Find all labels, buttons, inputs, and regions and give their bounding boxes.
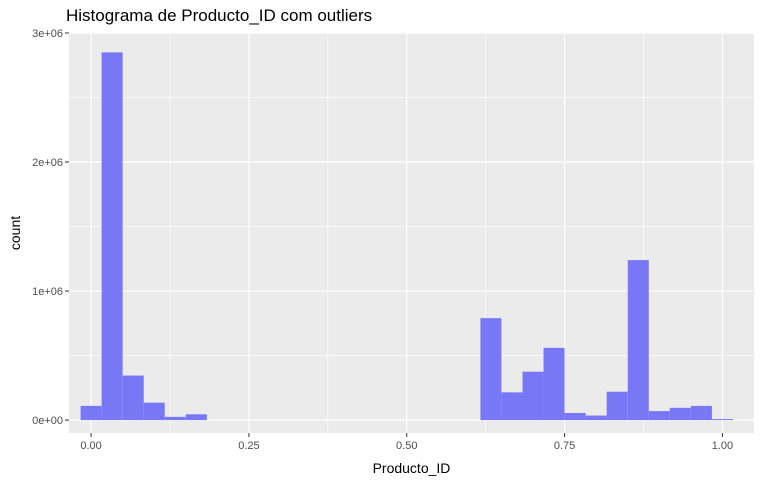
histogram-bar — [522, 371, 544, 421]
y-tick-label: 1e+06 — [32, 286, 63, 298]
histogram-bar — [164, 416, 186, 421]
chart-title: Histograma de Producto_ID com outliers — [66, 6, 373, 25]
x-tick-label: 1.00 — [712, 440, 733, 452]
histogram-bar — [185, 414, 207, 421]
x-tick-label: 0.25 — [238, 440, 259, 452]
y-axis: 0e+00 1e+06 2e+06 3e+06 — [32, 28, 69, 427]
x-axis: 0.00 0.25 0.50 0.75 1.00 — [80, 433, 733, 452]
histogram-bar — [690, 405, 712, 421]
histogram-bars — [80, 52, 733, 421]
histogram-bar — [543, 347, 565, 421]
histogram-bar — [585, 415, 607, 421]
x-tick-label: 0.50 — [396, 440, 417, 452]
histogram-bar — [711, 419, 733, 421]
histogram-bar — [627, 260, 649, 421]
histogram-bar — [143, 402, 165, 421]
histogram-bar — [606, 391, 628, 421]
histogram-bar — [648, 411, 670, 421]
x-axis-title: Producto_ID — [373, 460, 451, 476]
y-tick-label: 2e+06 — [32, 157, 63, 169]
histogram-bar — [101, 52, 123, 421]
histogram-bar — [564, 413, 586, 421]
histogram-bar — [669, 407, 691, 421]
y-tick-label: 3e+06 — [32, 28, 63, 40]
x-tick-label: 0.00 — [80, 440, 101, 452]
histogram-bar — [480, 318, 502, 421]
histogram-bar — [122, 375, 144, 421]
histogram-bar — [501, 392, 523, 421]
y-axis-title: count — [7, 216, 23, 250]
x-tick-label: 0.75 — [554, 440, 575, 452]
y-tick-label: 0e+00 — [32, 415, 63, 427]
plot-panel — [69, 33, 754, 433]
histogram-bar — [80, 405, 102, 421]
